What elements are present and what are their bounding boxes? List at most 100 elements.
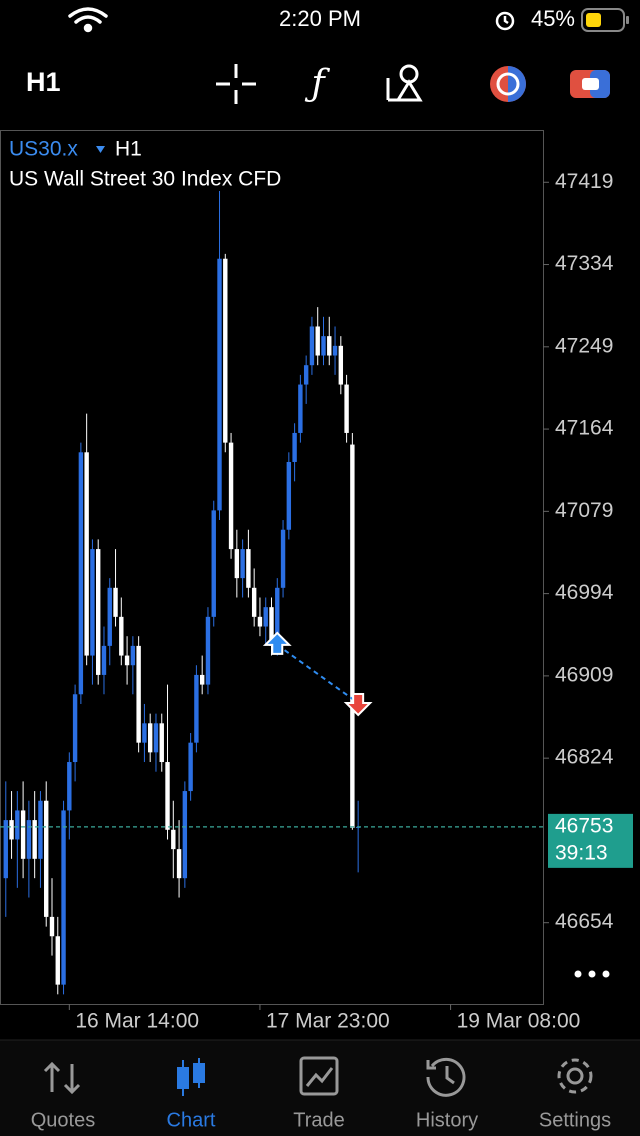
candle-body (32, 820, 37, 859)
candle-body (49, 916, 55, 937)
candle-body (107, 587, 112, 646)
symbol-description: US Wall Street 30 Index CFD (9, 168, 281, 191)
trade-icon (299, 1056, 339, 1096)
current-price-label: 46753 (555, 814, 613, 837)
candle-body (228, 442, 234, 550)
candle-body (142, 723, 147, 743)
candle-body (15, 810, 20, 840)
candle-body (199, 674, 205, 685)
candle-body (286, 461, 292, 530)
symbol-dropdown[interactable] (96, 146, 105, 153)
candle-body (257, 616, 263, 627)
y-tick-label: 47079 (555, 499, 613, 522)
chart-icon (177, 1058, 205, 1096)
candle-body (338, 345, 344, 385)
candle-body (44, 800, 49, 917)
candle-body (292, 432, 297, 462)
candle-body (234, 549, 240, 579)
candle-body (171, 829, 176, 850)
x-tick-label: 19 Mar 08:00 (457, 1010, 581, 1033)
candle-body (194, 674, 199, 743)
y-tick-label: 46994 (555, 581, 614, 604)
candle-body (72, 694, 78, 763)
candle-body (205, 616, 211, 685)
candle-body (113, 587, 118, 617)
candle-body (303, 365, 309, 385)
candle-body (38, 800, 43, 859)
candle-body (309, 326, 315, 366)
timeframe-button[interactable]: H1 (26, 67, 61, 97)
tab-bar (0, 1040, 640, 1136)
candle-body (350, 444, 355, 828)
settings-icon (557, 1058, 593, 1094)
trade-arrow (262, 631, 292, 655)
candle-body (20, 810, 26, 859)
candle-body (298, 384, 303, 433)
candle-body (263, 607, 268, 627)
symbol-label[interactable]: US30.x (9, 138, 78, 161)
candle-body (321, 336, 326, 356)
y-tick-label: 47164 (555, 417, 614, 440)
x-tick-label: 17 Mar 23:00 (266, 1010, 390, 1033)
x-tick-label: 16 Mar 14:00 (75, 1010, 199, 1033)
candle-body (211, 510, 216, 617)
candle-body (67, 762, 72, 811)
candle-body (61, 810, 66, 985)
tab-label[interactable]: Trade (293, 1109, 345, 1131)
candle-body (78, 452, 84, 695)
candle-body (327, 336, 332, 356)
candle-body (55, 936, 60, 985)
status-time: 2:20 PM (279, 6, 361, 31)
candle-body (147, 723, 153, 753)
candle-body (240, 549, 245, 579)
candle-body (159, 723, 164, 763)
crosshair-button[interactable] (216, 64, 256, 104)
candle-body (332, 345, 338, 356)
plot-area (0, 190, 543, 995)
candle-body (269, 607, 274, 646)
candle-body (217, 258, 222, 511)
candle-body (96, 549, 101, 675)
tab-label[interactable]: Quotes (31, 1109, 95, 1131)
tab-label[interactable]: Chart (167, 1109, 216, 1131)
candle-body (165, 762, 170, 830)
alarm-icon (495, 11, 515, 31)
candle-body (188, 742, 193, 792)
candle-body (130, 645, 136, 666)
y-tick-label: 46909 (555, 663, 613, 686)
more-button[interactable] (574, 970, 610, 978)
y-tick-label: 47249 (555, 334, 613, 357)
trade-arrow (343, 692, 373, 717)
tab-label[interactable]: Settings (539, 1109, 611, 1131)
battery-level: 45% (531, 6, 575, 31)
battery-icon (581, 8, 629, 32)
candle-body (275, 587, 280, 646)
candle-body (153, 723, 159, 753)
candle-body (136, 645, 141, 743)
candle-body (344, 384, 349, 433)
objects-button[interactable] (386, 64, 423, 102)
indicators-button[interactable]: ƒ (304, 63, 330, 104)
candle-body (90, 549, 95, 656)
bar-countdown: 39:13 (555, 841, 608, 864)
candle-body (223, 258, 228, 443)
candle-body (84, 452, 89, 656)
candle-body (119, 616, 124, 656)
candle-body (101, 645, 107, 675)
y-tick-label: 46654 (555, 910, 614, 933)
tab-label[interactable]: History (416, 1109, 478, 1131)
candle-body (124, 655, 130, 666)
trade-button[interactable] (570, 70, 610, 98)
y-tick-label: 47334 (555, 252, 614, 275)
candle-body (251, 587, 257, 617)
candle-body (280, 529, 286, 588)
candle-body (26, 820, 32, 859)
candle-body (315, 326, 320, 356)
chart-timeframe: H1 (115, 138, 142, 161)
candle-body (176, 849, 182, 879)
candle-body (246, 549, 251, 588)
account-button[interactable] (490, 66, 526, 102)
wifi-icon (68, 7, 108, 33)
